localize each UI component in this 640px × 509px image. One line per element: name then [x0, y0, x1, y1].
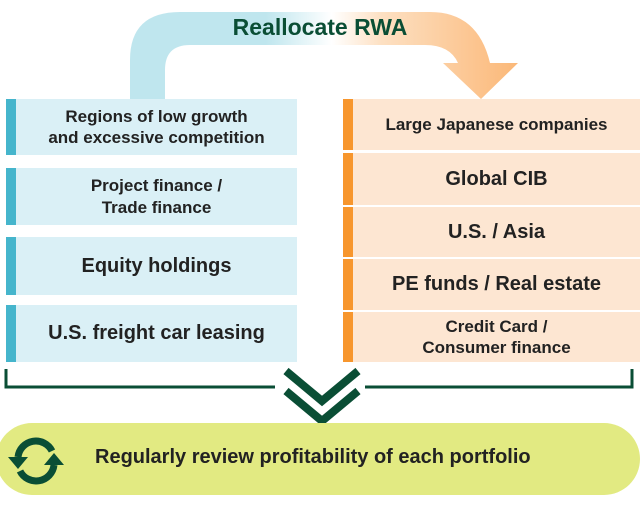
- reduce-item-label: U.S. freight car leasing: [48, 322, 265, 344]
- bracket-connector: [4, 367, 634, 427]
- reduce-item: U.S. freight car leasing: [6, 305, 297, 362]
- refresh-cycle-icon: [8, 437, 64, 485]
- conclusion-text: Regularly review profitability of each p…: [95, 446, 531, 468]
- reduce-item-label: Project finance / Trade finance: [90, 176, 223, 217]
- curved-arrow-icon: [130, 12, 518, 99]
- reduce-item-label: Equity holdings: [81, 254, 232, 277]
- conclusion-banner: [0, 423, 640, 495]
- increase-item-label: Global CIB: [445, 167, 548, 190]
- increase-item-label: Credit Card / Consumer finance: [422, 316, 571, 357]
- diagram-title: Reallocate RWA: [232, 14, 408, 40]
- reduce-item: Project finance / Trade finance: [6, 168, 297, 225]
- reduce-item: Regions of low growth and excessive comp…: [6, 99, 297, 155]
- increase-item: Large Japanese companies: [343, 99, 640, 150]
- increase-item: PE funds / Real estate: [343, 259, 640, 310]
- increase-item-label: U.S. / Asia: [447, 220, 546, 243]
- increase-item: U.S. / Asia: [343, 207, 640, 257]
- reduce-item-label: Regions of low growth and excessive comp…: [48, 106, 265, 147]
- double-chevron-down-icon: [283, 367, 361, 427]
- increase-item-label: PE funds / Real estate: [392, 273, 601, 295]
- reduce-item: Equity holdings: [6, 237, 297, 295]
- increase-item: Global CIB: [343, 153, 640, 205]
- increase-item: Credit Card / Consumer finance: [343, 312, 640, 362]
- increase-item-label: Large Japanese companies: [385, 114, 608, 134]
